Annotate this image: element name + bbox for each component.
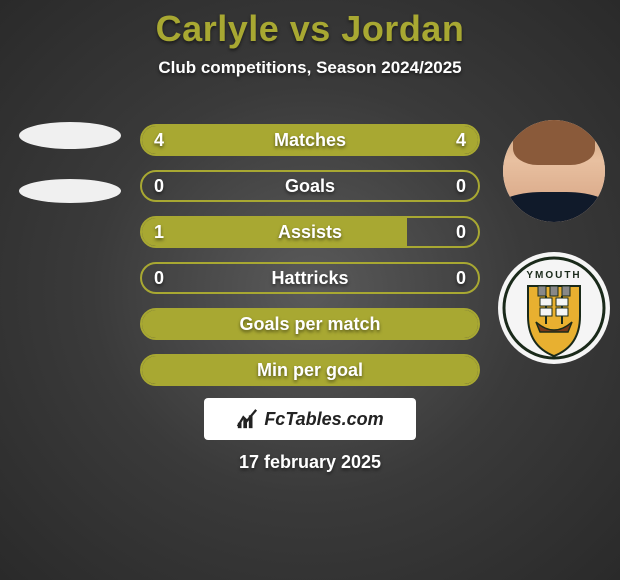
player-left <box>10 120 130 203</box>
stat-value-left: 4 <box>154 130 164 151</box>
date-label: 17 february 2025 <box>0 452 620 473</box>
stat-label: Matches <box>274 130 346 151</box>
stat-value-left: 0 <box>154 268 164 289</box>
stat-value-right: 0 <box>456 176 466 197</box>
attribution-box: FcTables.com <box>204 398 416 440</box>
stat-row-min-per-goal: Min per goal <box>140 354 480 386</box>
page-title: Carlyle vs Jordan <box>0 0 620 50</box>
stat-label: Assists <box>278 222 342 243</box>
stat-label: Goals <box>285 176 335 197</box>
subtitle: Club competitions, Season 2024/2025 <box>0 58 620 78</box>
stat-fill-left <box>142 218 407 246</box>
chart-icon <box>236 408 258 430</box>
crest-icon: YMOUTH <box>498 252 610 364</box>
svg-text:YMOUTH: YMOUTH <box>526 270 581 281</box>
stat-row-matches: 4 Matches 4 <box>140 124 480 156</box>
stat-label: Min per goal <box>257 360 363 381</box>
player-left-photo-placeholder <box>19 122 121 149</box>
stat-row-assists: 1 Assists 0 <box>140 216 480 248</box>
player-right: YMOUTH <box>494 120 614 364</box>
player-right-photo <box>503 120 605 222</box>
attribution-text: FcTables.com <box>264 409 383 430</box>
stat-value-right: 0 <box>456 268 466 289</box>
stat-label: Goals per match <box>239 314 380 335</box>
stat-value-left: 1 <box>154 222 164 243</box>
stat-label: Hattricks <box>271 268 348 289</box>
stat-value-right: 4 <box>456 130 466 151</box>
stats-container: 4 Matches 4 0 Goals 0 1 Assists 0 0 Hatt… <box>140 124 480 386</box>
stat-row-goals-per-match: Goals per match <box>140 308 480 340</box>
player-left-crest-placeholder <box>19 179 121 203</box>
player-right-crest: YMOUTH <box>498 252 610 364</box>
stat-row-hattricks: 0 Hattricks 0 <box>140 262 480 294</box>
stat-value-left: 0 <box>154 176 164 197</box>
stat-row-goals: 0 Goals 0 <box>140 170 480 202</box>
stat-value-right: 0 <box>456 222 466 243</box>
